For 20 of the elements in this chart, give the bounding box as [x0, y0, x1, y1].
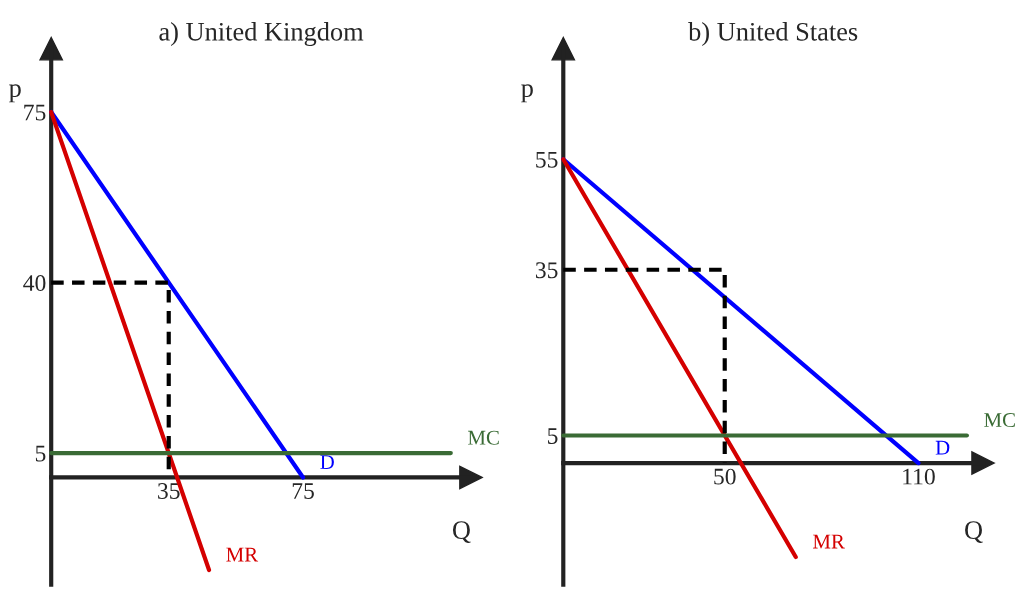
y-tick-label: 55	[536, 151, 558, 168]
y-tick-label: 35	[535, 262, 558, 279]
series-label: MC	[984, 413, 1015, 428]
x-axis-title: Q	[452, 521, 471, 543]
series-label: MR	[813, 534, 845, 549]
x-tick-label: 50	[714, 468, 736, 485]
y-axis-title: p	[9, 84, 21, 103]
series-label: MR	[226, 547, 259, 562]
y-axis-title: p	[521, 84, 533, 103]
chart-title: a) United Kingdom	[159, 22, 364, 47]
series-label: MC	[468, 430, 499, 445]
y-tick-label: 5	[35, 445, 46, 462]
y-tick-label: 40	[23, 275, 46, 291]
series-label: D	[935, 440, 950, 455]
series-label: D	[320, 455, 334, 469]
chart-title: b) United States	[688, 22, 858, 47]
y-tick-label: 75	[24, 104, 46, 121]
y-tick-label: 5	[548, 428, 558, 444]
x-tick-label: 110	[903, 468, 935, 485]
x-axis-title: Q	[965, 521, 983, 543]
